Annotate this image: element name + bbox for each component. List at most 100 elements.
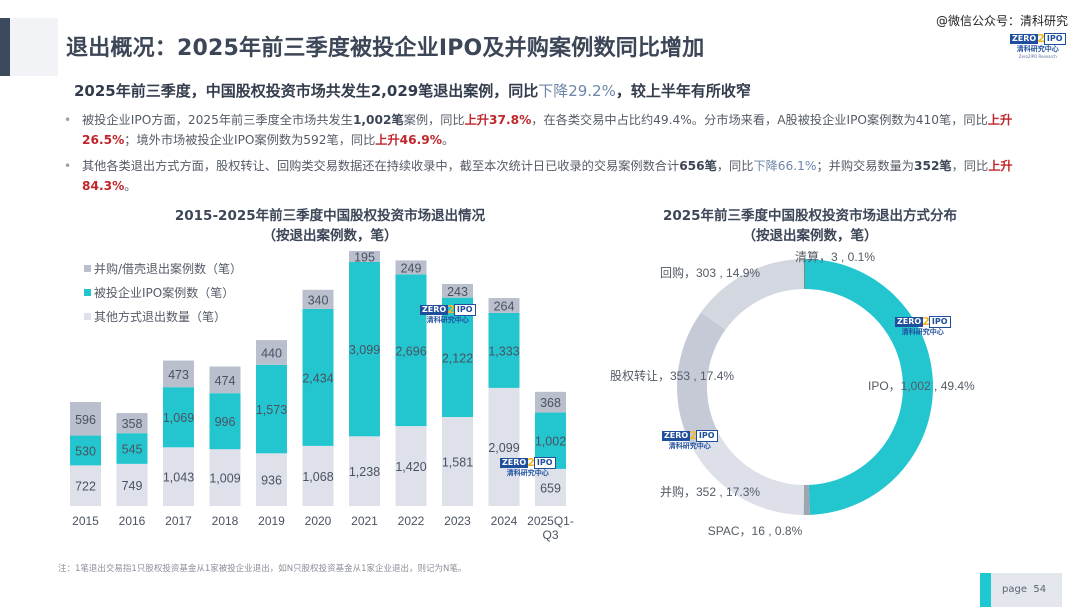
donut-slice xyxy=(677,312,726,445)
bar-segment xyxy=(70,402,101,436)
logo-two: 2 xyxy=(447,303,455,316)
bar-chart-subtitle: （按退出案例数，笔） xyxy=(262,228,398,244)
bar-data-label: 340 xyxy=(308,293,329,307)
bar-data-label: 596 xyxy=(75,413,96,427)
bar-segment xyxy=(163,360,194,388)
bar-segment xyxy=(163,387,194,448)
bullet-segment: 上升84.3% xyxy=(82,159,1013,193)
bar-data-label: 1,573 xyxy=(256,403,287,417)
donut-data-label: 并购，352 , 17.3% xyxy=(660,484,760,499)
page-accent-bar xyxy=(980,573,991,607)
logo-two: 2 xyxy=(689,429,697,442)
logo-zero: ZERO xyxy=(1010,34,1039,44)
bar-data-label: 1,068 xyxy=(302,470,333,484)
bullet-text: 被投企业IPO方面，2025年前三季度全市场共发生1,002笔案例，同比上升37… xyxy=(82,113,1012,147)
bar-segment xyxy=(209,366,241,394)
legend-swatch xyxy=(84,312,91,320)
bullet-item: • 被投企业IPO方面，2025年前三季度全市场共发生1,002笔案例，同比上升3… xyxy=(62,110,1032,150)
x-tick-label: 2019 xyxy=(258,514,285,528)
bullet-segment: 下降66.1% xyxy=(753,159,817,173)
x-tick-label: Q3 xyxy=(542,528,558,542)
bar-data-label: 659 xyxy=(540,481,561,495)
bar-segment xyxy=(535,391,566,413)
title-accent-bar xyxy=(0,18,10,76)
bar-segment xyxy=(209,449,241,506)
bar-data-label: 440 xyxy=(261,346,282,360)
bar-data-label: 2,122 xyxy=(442,351,473,365)
donut-slice xyxy=(701,259,805,330)
bar-data-label: 474 xyxy=(215,374,236,388)
logo-two: 2 xyxy=(1037,32,1045,45)
pie-chart-title-text: 2025年前三季度中国股权投资市场退出方式分布 xyxy=(662,208,958,224)
bar-data-label: 1,333 xyxy=(488,344,519,358)
legend-swatch xyxy=(84,264,91,272)
legend-item: 被投企业IPO案例数（笔） xyxy=(84,280,242,304)
logo-cn: 清科研究中心 xyxy=(668,442,711,450)
page-label: page xyxy=(1002,584,1027,595)
logo-two: 2 xyxy=(527,456,535,469)
logo-ipo: IPO xyxy=(533,457,556,469)
bar-segment xyxy=(535,468,566,506)
x-tick-label: 2024 xyxy=(491,514,518,528)
bar-data-label: 545 xyxy=(122,443,143,457)
bar-segment xyxy=(70,465,101,506)
logo-two: 2 xyxy=(922,315,930,328)
bar-data-label: 243 xyxy=(447,285,468,299)
bar-segment xyxy=(349,436,380,506)
pie-chart-subtitle: （按退出案例数，笔） xyxy=(742,228,878,244)
bar-data-label: 1,009 xyxy=(209,472,240,486)
watermark: @微信公众号：清科研究 xyxy=(935,14,1068,28)
bar-data-label: 996 xyxy=(215,415,236,429)
donut-slice xyxy=(690,431,804,515)
logo-ipo: IPO xyxy=(453,304,476,316)
logo-zero: ZERO xyxy=(420,305,449,315)
bullet-segment: ；并购交易数量为 xyxy=(816,159,914,173)
bar-segment xyxy=(116,463,148,506)
bar-data-label: 749 xyxy=(122,479,143,493)
x-tick-label: 2017 xyxy=(165,514,192,528)
bullet-item: • 其他各类退出方式方面，股权转让、回购类交易数据还在持续收录中，截至本次统计日已… xyxy=(62,156,1032,196)
bullet-segment: ；境外市场被投企业IPO案例数为592笔，同比 xyxy=(124,133,376,147)
bar-chart: 722 530 596 2015 749 545 358 2016 1,043 1,069 473 2… xyxy=(70,250,574,542)
bullet-list: • 被投企业IPO方面，2025年前三季度全市场共发生1,002笔案例，同比上升3… xyxy=(62,110,1032,202)
bullet-segment: 。 xyxy=(441,133,455,147)
x-tick-label: 2015 xyxy=(72,514,99,528)
bar-segment xyxy=(209,393,241,450)
logo-cn: 清科研究中心 xyxy=(426,316,469,324)
bar-data-label: 3,099 xyxy=(349,343,380,357)
bullet-text: 其他各类退出方式方面，股权转让、回购类交易数据还在持续收录中，截至本次统计日已收… xyxy=(82,159,1013,193)
legend-swatch xyxy=(84,288,91,296)
x-tick-label: 2018 xyxy=(212,514,239,528)
bar-segment xyxy=(116,433,148,464)
bar-segment xyxy=(442,417,473,506)
bar-segment xyxy=(349,261,380,437)
bar-data-label: 1,043 xyxy=(163,471,194,485)
bar-data-label: 264 xyxy=(494,299,515,313)
bullet-segment: 上升37.8% xyxy=(464,113,532,127)
bullet-dot-icon: • xyxy=(64,159,72,173)
pie-chart-title: 2025年前三季度中国股权投资市场退出方式分布 （按退出案例数，笔） xyxy=(620,206,1000,246)
bar-segment xyxy=(442,283,473,298)
logo-en: Zero2IPO Research xyxy=(1018,54,1057,59)
bar-chart-title: 2015-2025年前三季度中国股权投资市场退出情况 （按退出案例数，笔） xyxy=(120,206,540,246)
page-number: page 54 xyxy=(1002,584,1046,595)
bar-data-label: 2,099 xyxy=(488,441,519,455)
bar-data-label: 195 xyxy=(354,250,375,264)
donut-data-label: IPO，1,002 , 49.4% xyxy=(868,379,975,393)
headline-prefix: 2025年前三季度，中国股权投资市场共发生2,029笔退出案例，同比 xyxy=(74,82,539,100)
bullet-segment: 656笔 xyxy=(679,159,717,173)
logo-ipo: IPO xyxy=(695,430,718,442)
bar-segment xyxy=(395,426,427,506)
bullet-segment: 。 xyxy=(124,179,137,193)
legend-label: 并购/借壳退出案例数（笔） xyxy=(94,261,243,276)
donut-data-label: 股权转让，353 , 17.4% xyxy=(610,368,734,383)
bullet-segment: ，同比 xyxy=(951,159,989,173)
bar-chart-title-text: 2015-2025年前三季度中国股权投资市场退出情况 xyxy=(174,208,486,224)
bar-segment xyxy=(395,260,427,275)
zero2ipo-watermark-logo: ZERO 2 IPO 清科研究中心 xyxy=(500,457,556,478)
zero2ipo-watermark-logo: ZERO 2 IPO 清科研究中心 xyxy=(662,430,718,451)
bar-segment xyxy=(302,445,334,506)
bar-data-label: 368 xyxy=(540,396,561,410)
x-tick-label: 2021 xyxy=(351,514,378,528)
x-tick-label: 2022 xyxy=(398,514,425,528)
